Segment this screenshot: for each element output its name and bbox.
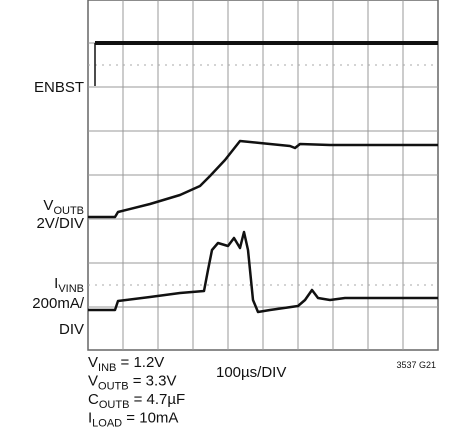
- timebase: 100µs/DIV: [216, 364, 286, 381]
- label-sub: VINB: [58, 283, 84, 295]
- label-main: I: [54, 275, 58, 292]
- trace-scale: 200mA/: [32, 295, 85, 312]
- cond-rest: = 1.2V: [116, 354, 164, 371]
- condition: VINB = 1.2V: [88, 354, 164, 374]
- cond-rest: = 3.3V: [129, 373, 177, 390]
- condition: VOUTB = 3.3V: [88, 373, 177, 393]
- trace-label: IVINB: [54, 275, 84, 295]
- cond-main: V: [88, 354, 98, 371]
- condition: ILOAD = 10mA: [88, 410, 178, 430]
- trace-scale: 2V/DIV: [36, 215, 84, 232]
- cond-main: C: [88, 391, 99, 408]
- ivinb-trace: [88, 230, 438, 314]
- dotted-grid: [88, 64, 438, 286]
- condition: COUTB = 4.7µF: [88, 391, 185, 411]
- cond-sub: INB: [98, 362, 116, 374]
- cond-rest: = 4.7µF: [129, 391, 185, 408]
- trace-scale: DIV: [59, 321, 84, 338]
- cond-main: I: [88, 410, 92, 427]
- cond-rest: = 10mA: [122, 410, 178, 427]
- voutb-trace: [88, 139, 438, 219]
- cond-sub: OUTB: [98, 381, 129, 393]
- trace-label: ENBST: [34, 79, 84, 96]
- cond-main: V: [88, 373, 98, 390]
- trace-label: VOUTB: [43, 197, 84, 217]
- label-main: V: [43, 197, 53, 214]
- cond-sub: LOAD: [92, 418, 122, 430]
- cond-sub: OUTB: [99, 399, 130, 411]
- label-sub: OUTB: [53, 205, 84, 217]
- figure-id: 3537 G21: [396, 360, 436, 370]
